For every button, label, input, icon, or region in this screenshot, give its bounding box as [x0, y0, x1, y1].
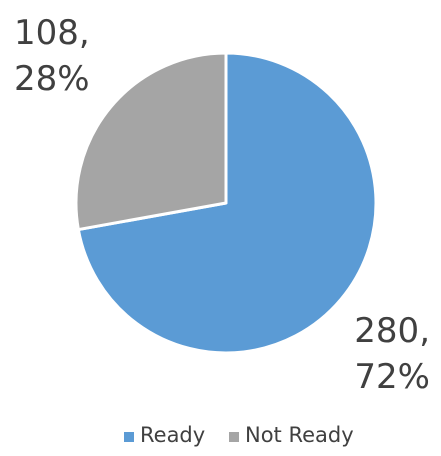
legend: Ready Not Ready — [124, 423, 354, 447]
data-label-not-ready-percent: 28% — [14, 59, 90, 99]
pie-slice-not-ready — [74, 51, 228, 232]
legend-swatch-ready — [124, 432, 134, 442]
legend-label-not-ready: Not Ready — [245, 423, 354, 447]
legend-swatch-not-ready — [229, 432, 239, 442]
pie-slices — [74, 51, 378, 355]
data-labels: 280, 72% 108, 28% — [14, 13, 430, 397]
data-label-not-ready-value: 108, — [14, 13, 90, 53]
data-label-ready-percent: 72% — [354, 357, 430, 397]
legend-label-ready: Ready — [140, 423, 205, 447]
data-label-ready-value: 280, — [354, 311, 430, 351]
